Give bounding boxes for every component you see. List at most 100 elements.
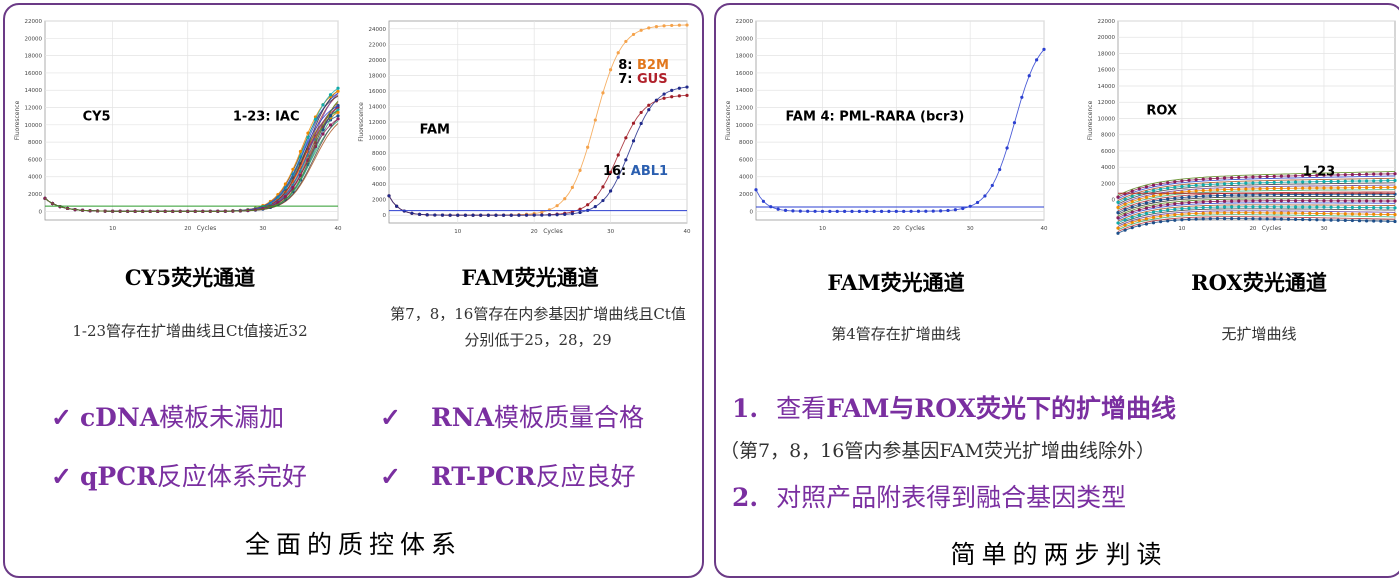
series-22-point (1293, 174, 1298, 178)
series-13-point (1265, 193, 1269, 197)
series-b2m-point (578, 168, 582, 172)
y-tick-label: 4000 (28, 175, 42, 181)
y-tick-label: 0 (39, 209, 43, 215)
series-pml-rara-point (865, 209, 869, 213)
series-pml-rara-point (975, 200, 980, 205)
series-22-point (328, 123, 333, 127)
series-16-point (1279, 186, 1283, 191)
series-10-point (1372, 199, 1376, 203)
series-pml-rara-point (1005, 146, 1009, 150)
y-tick-label: 6000 (372, 167, 386, 173)
series-10-line (1117, 200, 1395, 219)
series-7-point (1116, 221, 1120, 225)
series-16-point (1116, 205, 1120, 210)
annotation-part: GUS (637, 72, 668, 87)
series-10-point (1244, 199, 1248, 203)
series-3-line (1117, 214, 1395, 231)
series-16-point (1379, 185, 1383, 190)
series-22-point (1364, 172, 1369, 176)
chart-annotation: 16: ABL1 (603, 164, 668, 179)
y-tick-label: 20000 (369, 58, 387, 64)
series-pml-rara-point (931, 209, 935, 213)
fam-amplification-chart: 0 2000 4000 6000 8000 10000 12000 14000 16000 180… (355, 17, 691, 245)
check-icon: ✓ (51, 403, 72, 432)
series-abl1-point (555, 213, 559, 217)
series-10-point (1393, 199, 1397, 203)
series-4-point (1343, 212, 1347, 216)
series-pml-rara-point (953, 208, 957, 212)
y-tick-label: 0 (750, 209, 754, 215)
series-19-point (1194, 183, 1198, 187)
series-16-point (1222, 188, 1227, 192)
series-4-point (1364, 212, 1369, 216)
y-tick-label: 0 (383, 213, 387, 219)
step-number: 1. (732, 394, 759, 423)
series-7-point (1173, 207, 1177, 211)
series-22-line (1117, 173, 1396, 198)
annotation-part: 16: (603, 164, 631, 179)
y-axis-label: Fluorescence (14, 100, 21, 140)
series-abl1-point (616, 175, 620, 179)
y-tick-label: 16000 (736, 71, 754, 77)
series-abl1-point (471, 213, 475, 217)
left-panel: 0 2000 4000 6000 8000 10000 12000 14000 16000 180… (3, 3, 704, 578)
series-7-point (1379, 206, 1383, 210)
series-19-point (1265, 180, 1269, 185)
series-23-line (44, 100, 339, 212)
series-10-point (1194, 200, 1198, 204)
series-19-point (1151, 188, 1156, 193)
series-1-point (1194, 217, 1198, 221)
x-tick-label: 10 (819, 226, 826, 232)
y-tick-label: 8000 (28, 140, 42, 146)
series-gus-point (685, 93, 689, 98)
series-19-point (1230, 181, 1234, 186)
series-b2m-point (563, 197, 567, 201)
series-19-point (328, 93, 333, 97)
series-abl1-point (570, 212, 574, 216)
y-tick-label: 16000 (25, 71, 43, 77)
y-tick-label: 22000 (25, 19, 43, 25)
x-tick-label: 40 (684, 229, 691, 235)
series-22-point (1315, 173, 1319, 177)
check-bold: cDNA (79, 403, 160, 432)
series-abl1-point (448, 213, 452, 217)
series-gus-point (586, 203, 590, 207)
series-13-point (1237, 193, 1241, 197)
series-7-point (1187, 206, 1191, 210)
series-16-point (1386, 185, 1390, 190)
series-13-point (1251, 193, 1255, 197)
series-10-point (1137, 208, 1141, 212)
series-7-point (1308, 205, 1312, 209)
series-4-point (1272, 211, 1276, 215)
series-22-point (1166, 181, 1170, 185)
y-tick-label: 4000 (1101, 165, 1115, 171)
series-10-point (1265, 199, 1269, 203)
series-abl1-line (388, 86, 688, 216)
series-16-point (1308, 186, 1312, 190)
check-icon: ✓ (380, 403, 401, 432)
series-4-point (1286, 211, 1291, 215)
y-tick-label: 12000 (1098, 100, 1116, 106)
series-7-point (1222, 205, 1227, 209)
y-tick-label: 24000 (369, 27, 387, 33)
y-tick-label: 14000 (1098, 84, 1116, 90)
chart-title: FAM荧光通道 (461, 265, 599, 290)
series-abl1-point (494, 213, 498, 217)
series-2-line (1117, 216, 1396, 232)
y-axis-label: Fluorescence (358, 102, 365, 142)
series-19-point (1279, 180, 1283, 184)
series-13-point (1137, 202, 1141, 207)
series-22-point (1144, 185, 1149, 189)
series-gus-point (631, 121, 636, 125)
series-1-point (1258, 217, 1262, 221)
series-1-point (1286, 217, 1291, 221)
series-19-point (1386, 179, 1390, 183)
series-19-point (1372, 179, 1376, 183)
annotation-part: ABL1 (631, 164, 668, 179)
series-10-point (1130, 210, 1134, 214)
annotation-part: B2M (637, 58, 669, 73)
series-7-point (1329, 205, 1333, 209)
series-13-point (1222, 193, 1227, 198)
check-text: 反应体系完好 (156, 462, 307, 491)
series-7-point (1336, 205, 1340, 209)
